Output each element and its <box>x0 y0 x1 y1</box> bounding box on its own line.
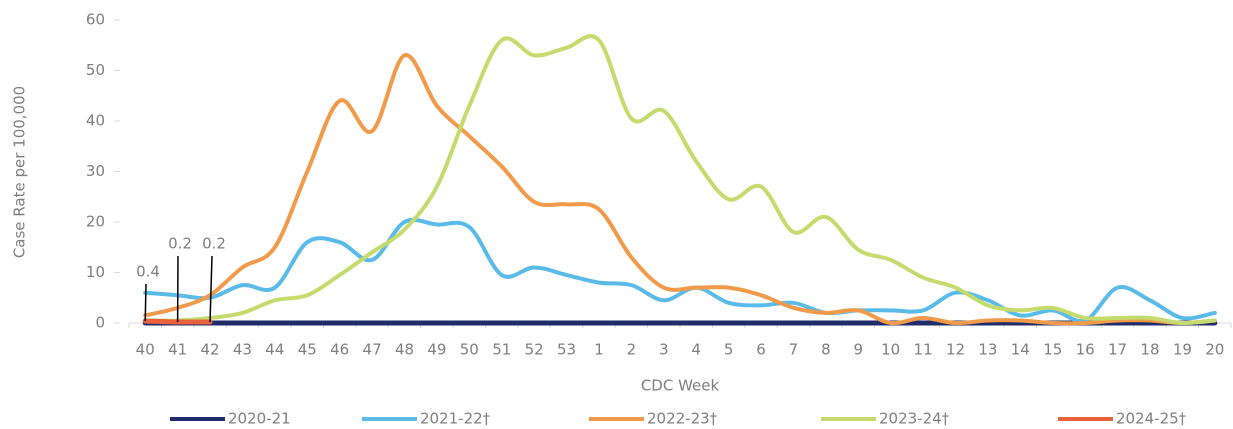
data-label: 0.2 <box>202 235 226 253</box>
y-tick-label: 20 <box>86 213 105 231</box>
x-tick-label: 53 <box>557 341 576 359</box>
leader-line <box>209 255 213 323</box>
x-tick-label: 12 <box>946 341 965 359</box>
x-tick-label: 44 <box>265 341 284 359</box>
legend-label: 2023-24† <box>879 410 950 428</box>
x-tick-label: 2 <box>627 341 637 359</box>
legend-label: 2020-21 <box>228 410 291 428</box>
y-tick-label: 40 <box>86 112 105 130</box>
data-label: 0.4 <box>136 263 160 281</box>
x-tick-label: 40 <box>136 341 155 359</box>
x-tick-label: 47 <box>363 341 382 359</box>
series-line <box>143 34 1217 326</box>
x-tick-label: 3 <box>659 341 669 359</box>
y-tick-label: 60 <box>86 11 105 29</box>
x-tick-label: 15 <box>1043 341 1062 359</box>
x-tick-label: 50 <box>460 341 479 359</box>
legend-label: 2024-25† <box>1116 410 1187 428</box>
x-tick-label: 7 <box>789 341 799 359</box>
x-tick-label: 41 <box>168 341 187 359</box>
legend-label: 2022-23† <box>647 410 718 428</box>
y-tick-label: 30 <box>86 162 105 180</box>
data-label: 0.2 <box>168 235 192 253</box>
y-axis-label: Case Rate per 100,000 <box>11 86 29 258</box>
x-tick-label: 43 <box>233 341 252 359</box>
x-axis-label: CDC Week <box>641 377 720 395</box>
legend-label: 2021-22† <box>420 410 491 428</box>
y-tick-label: 10 <box>86 263 105 281</box>
x-tick-label: 11 <box>914 341 933 359</box>
x-tick-label: 8 <box>821 341 831 359</box>
x-tick-label: 52 <box>525 341 544 359</box>
x-tick-label: 6 <box>756 341 766 359</box>
x-tick-label: 51 <box>492 341 511 359</box>
x-tick-label: 14 <box>1011 341 1030 359</box>
x-tick-label: 42 <box>200 341 219 359</box>
x-tick-label: 46 <box>330 341 349 359</box>
x-tick-label: 45 <box>298 341 317 359</box>
x-tick-label: 13 <box>978 341 997 359</box>
x-tick-label: 10 <box>881 341 900 359</box>
y-tick-label: 50 <box>86 61 105 79</box>
x-tick-label: 17 <box>1108 341 1127 359</box>
x-tick-label: 5 <box>724 341 734 359</box>
x-tick-label: 16 <box>1076 341 1095 359</box>
series-line <box>143 217 1217 324</box>
leader-line <box>144 283 147 321</box>
x-tick-label: 49 <box>427 341 446 359</box>
x-tick-label: 20 <box>1205 341 1224 359</box>
x-tick-label: 1 <box>594 341 604 359</box>
x-tick-label: 9 <box>853 341 863 359</box>
x-tick-label: 19 <box>1173 341 1192 359</box>
x-tick-label: 18 <box>1140 341 1159 359</box>
x-tick-label: 4 <box>691 341 701 359</box>
x-tick-label: 48 <box>395 341 414 359</box>
y-tick-label: 0 <box>95 314 105 332</box>
series-line <box>143 53 1217 326</box>
